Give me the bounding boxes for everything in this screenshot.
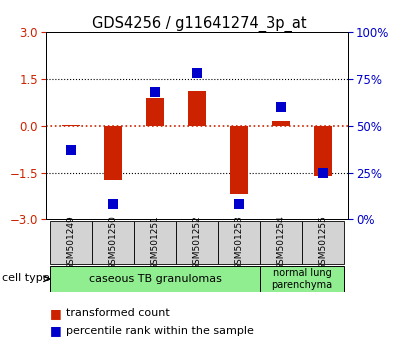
Text: GSM501249: GSM501249 [66, 215, 76, 270]
Bar [230, 126, 248, 194]
Text: ■: ■ [50, 325, 62, 337]
Bar [187, 91, 207, 126]
Text: GSM501254: GSM501254 [277, 215, 285, 270]
Text: GSM501251: GSM501251 [150, 215, 160, 270]
Text: percentile rank within the sample: percentile rank within the sample [66, 326, 254, 336]
Text: cell type: cell type [2, 273, 50, 283]
Bar [134, 221, 176, 264]
Bar [176, 221, 218, 264]
Bar [103, 126, 123, 181]
Text: GSM501250: GSM501250 [109, 215, 117, 270]
Bar [271, 121, 291, 126]
Text: ■: ■ [50, 307, 62, 320]
Text: normal lung
parenchyma: normal lung parenchyma [271, 268, 333, 290]
Bar [62, 125, 80, 126]
Text: caseous TB granulomas: caseous TB granulomas [89, 274, 221, 284]
Text: GSM501255: GSM501255 [318, 215, 328, 270]
Bar [92, 221, 134, 264]
Text: transformed count: transformed count [66, 308, 170, 318]
Bar [314, 126, 332, 176]
Bar [260, 221, 302, 264]
Text: GSM501252: GSM501252 [193, 215, 201, 270]
Bar [218, 221, 260, 264]
Text: GDS4256 / g11641274_3p_at: GDS4256 / g11641274_3p_at [92, 16, 306, 32]
Bar [50, 221, 92, 264]
Text: GSM501253: GSM501253 [234, 215, 244, 270]
Bar [260, 266, 344, 292]
Bar [50, 266, 260, 292]
Bar [302, 221, 344, 264]
Bar [146, 98, 164, 126]
